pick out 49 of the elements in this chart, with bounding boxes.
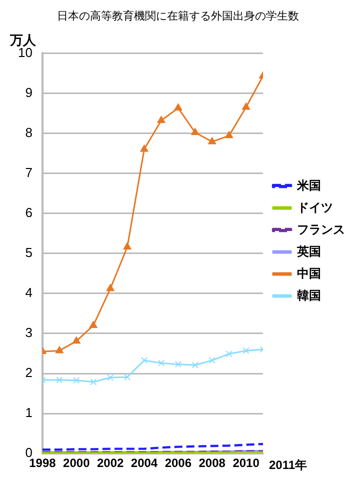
- point: [208, 137, 216, 144]
- legend-label: 英国: [296, 244, 321, 258]
- point: [140, 356, 148, 364]
- point: [242, 102, 250, 110]
- legend-label: ドイツ: [297, 200, 333, 214]
- point: [242, 347, 250, 354]
- legend-label: フランス: [297, 222, 345, 236]
- y-tick-label: 2: [25, 365, 32, 380]
- point: [174, 104, 182, 111]
- chart-title: 日本の高等教育機関に在籍する外国出身の学生数: [57, 10, 299, 23]
- x-tick-label: 2006: [164, 456, 192, 470]
- point: [106, 284, 114, 292]
- x-tick-label: 1998: [29, 456, 56, 470]
- legend-label: 韓国: [297, 288, 321, 302]
- point: [123, 242, 132, 250]
- point: [55, 346, 64, 354]
- y-tick-label: 3: [25, 325, 32, 340]
- point: [72, 336, 80, 344]
- x-axis-title: 2011年: [269, 458, 308, 472]
- point: [225, 131, 234, 138]
- x-tick-label: 2002: [96, 456, 124, 470]
- point: [56, 376, 63, 384]
- x-tick-label: 2008: [198, 456, 226, 470]
- legend-label: 中国: [297, 266, 321, 280]
- x-tick-label: 2010: [232, 456, 260, 470]
- point: [191, 128, 200, 135]
- point: [158, 360, 165, 366]
- y-tick-label: 6: [25, 204, 32, 220]
- x-tick-label: 2004: [130, 456, 158, 470]
- y-tick-label: 1: [25, 405, 32, 420]
- point: [90, 378, 97, 386]
- point: [140, 144, 148, 152]
- point: [208, 356, 216, 364]
- point: [174, 360, 182, 368]
- point: [124, 374, 131, 380]
- point: [226, 350, 232, 358]
- y-tick-label: 8: [25, 124, 32, 140]
- y-tick-label: 5: [25, 244, 32, 260]
- point: [89, 320, 98, 328]
- y-axis-title: 万人: [9, 32, 37, 48]
- legend-label: 米国: [296, 178, 321, 192]
- point: [106, 374, 114, 381]
- x-tick-label: 2000: [63, 456, 90, 470]
- point: [192, 362, 198, 368]
- y-tick-label: 4: [25, 285, 32, 300]
- y-tick-label: 7: [25, 164, 32, 180]
- y-tick-label: 9: [25, 84, 32, 100]
- point: [73, 377, 80, 384]
- point: [157, 116, 166, 123]
